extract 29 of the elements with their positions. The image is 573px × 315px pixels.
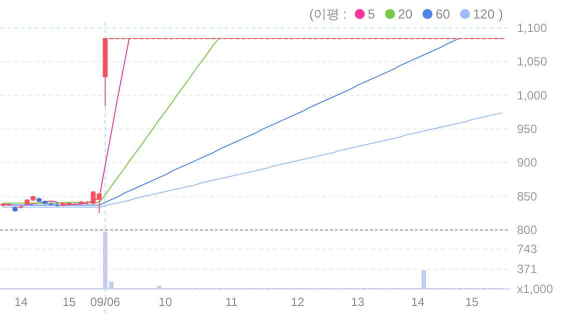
- x-tick-label: 14: [14, 295, 28, 309]
- y-tick-label: x1,000: [517, 282, 554, 296]
- y-tick-label: 1,050: [517, 54, 548, 69]
- text: ): [498, 6, 503, 22]
- legend-title: (이평 :: [309, 6, 347, 22]
- y-tick-label: 743: [517, 242, 538, 256]
- y-tick-label: 850: [517, 189, 538, 204]
- line-series: [2, 38, 220, 204]
- y-tick-label: 1,000: [517, 88, 548, 102]
- x-tick-label: 09/06: [90, 295, 121, 309]
- y-tick-label: 371: [517, 262, 538, 276]
- line-series: [2, 38, 460, 206]
- legend-label: 20: [398, 6, 412, 22]
- x-tick-label: 10: [158, 295, 172, 309]
- legend-label: 5: [368, 6, 376, 22]
- legend-label: 120: [472, 6, 495, 22]
- y-tick-label: 800: [517, 223, 538, 237]
- line-series: [2, 112, 502, 208]
- x-tick-label: 15: [465, 295, 479, 309]
- y-tick-label: 1,100: [517, 21, 548, 35]
- x-tick-label: 14: [411, 295, 425, 309]
- x-tick-label: 12: [290, 295, 305, 309]
- x-tick-label: 13: [351, 295, 365, 309]
- legend-label: 60: [435, 6, 450, 22]
- x-tick-label: 11: [225, 295, 238, 309]
- y-tick-label: 950: [517, 122, 538, 136]
- line-series: [2, 38, 130, 206]
- y-tick-label: 900: [517, 156, 538, 170]
- x-tick-label: 15: [62, 295, 76, 309]
